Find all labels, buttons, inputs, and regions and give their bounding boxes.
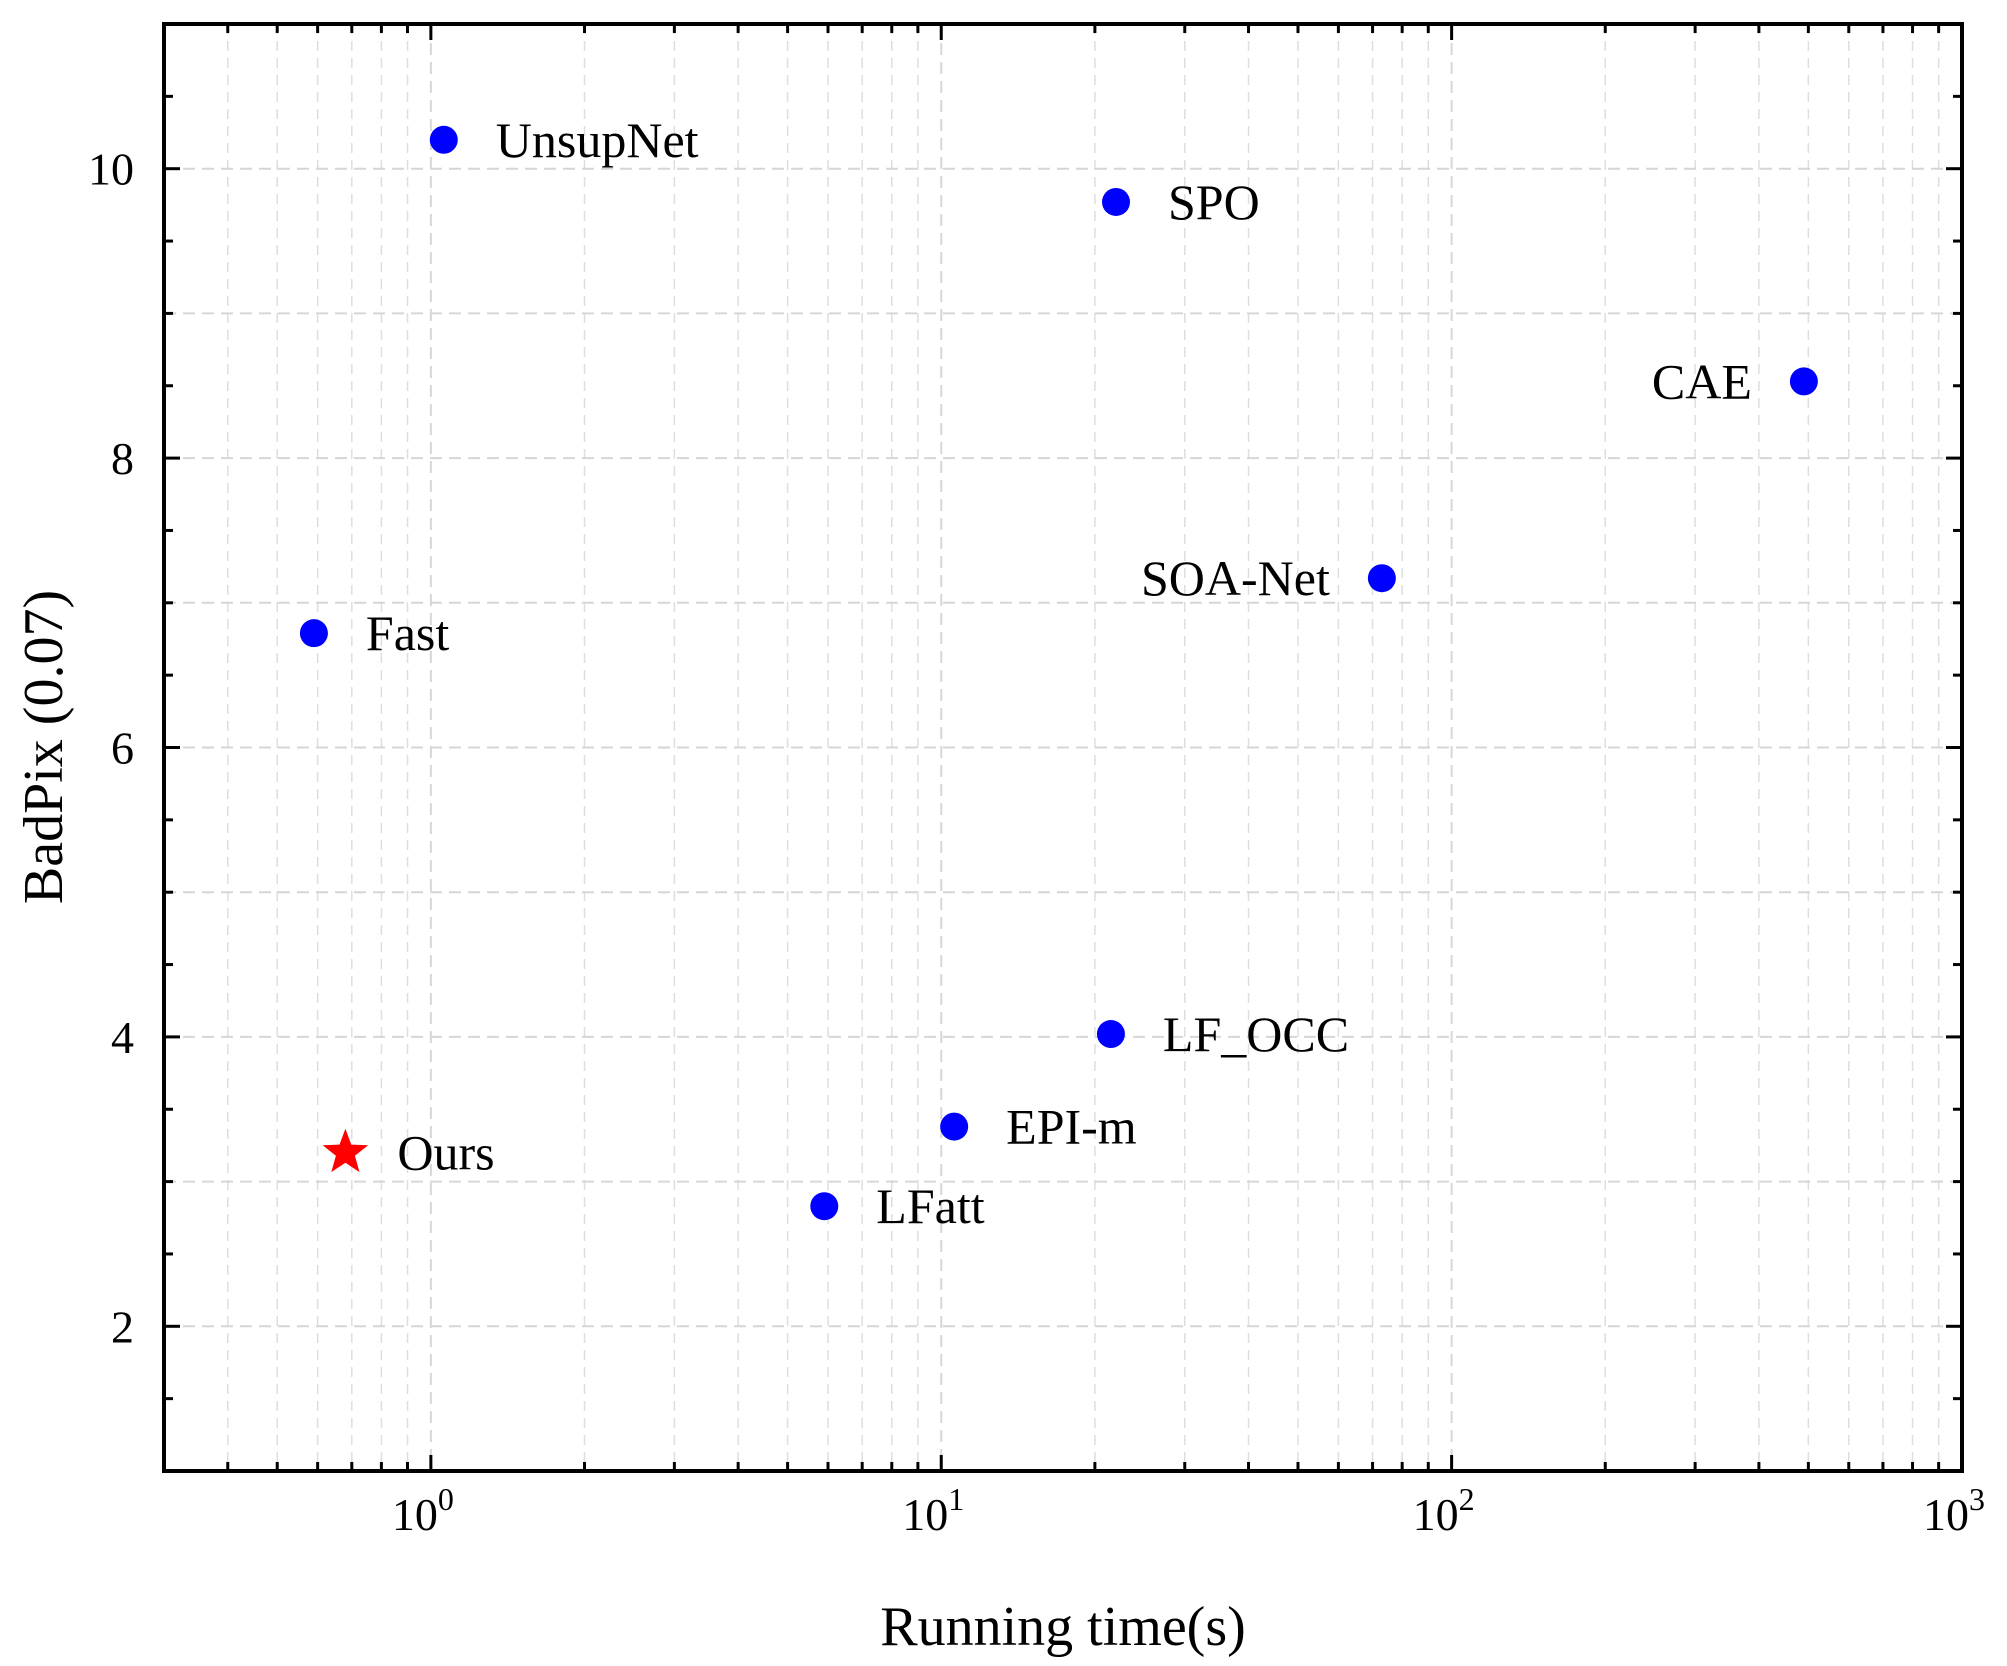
y-tick-label: 10 [88,144,134,195]
x-axis-title: Running time(s) [880,1596,1246,1658]
y-tick-label: 8 [111,433,134,484]
point-marker-fast [299,619,328,648]
data-points: UnsupNet SPO CAE SOA-Net Fast LF_OCC EPI-m Ours… [299,112,1818,1234]
point-label-lf-occ: LF_OCC [1163,1006,1349,1062]
x-tick-label: 103 [1923,1481,1985,1540]
y-tick-label: 4 [111,1012,134,1063]
y-axis-title: BadPix (0.07) [13,590,75,904]
x-tick-label: 102 [1413,1481,1475,1540]
point-marker-unsupnet [429,125,458,154]
grid [163,24,1962,1471]
point-label-soa-net: SOA-Net [1141,550,1330,606]
y-tick-labels: 2 4 6 8 10 [88,144,134,1353]
x-tick-labels: 100 101 102 103 [392,1481,1985,1540]
point-label-ours: Ours [397,1125,494,1181]
point-marker-lfatt [810,1192,839,1221]
point-marker-spo [1102,187,1131,216]
point-marker-soa-net [1367,564,1396,593]
point-label-cae: CAE [1652,353,1752,409]
point-label-spo: SPO [1168,174,1260,230]
x-tick-label: 100 [392,1481,454,1540]
point-label-fast: Fast [366,605,449,661]
point-marker-lf-occ [1096,1020,1125,1049]
point-label-lfatt: LFatt [876,1178,984,1234]
point-label-epi-m: EPI-m [1006,1099,1137,1155]
point-marker-ours [322,1128,369,1173]
x-tick-label: 101 [902,1481,964,1540]
y-tick-label: 2 [111,1301,134,1352]
point-marker-cae [1789,367,1818,396]
point-marker-epi-m [940,1112,969,1141]
point-label-unsupnet: UnsupNet [496,112,699,168]
axis-ticks [162,24,1964,1473]
y-tick-label: 6 [111,723,134,774]
